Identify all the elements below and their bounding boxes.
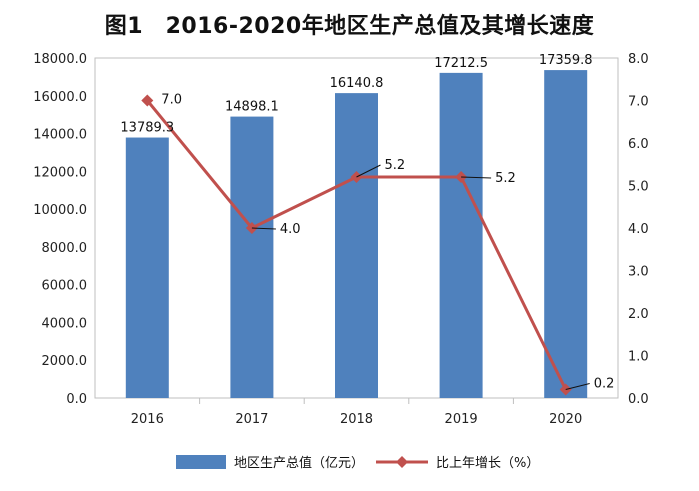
y-right-tick-label: 3.0 — [628, 265, 649, 280]
y-left-tick-label: 14000.0 — [33, 128, 87, 143]
y-left-tick-label: 0.0 — [66, 392, 87, 407]
bar-value-label: 13789.3 — [120, 121, 174, 136]
y-left-tick-label: 2000.0 — [42, 354, 88, 369]
y-left-tick-label: 12000.0 — [33, 165, 87, 180]
bar-value-label: 14898.1 — [225, 100, 279, 115]
bar-2020 — [544, 70, 588, 399]
y-right-tick-label: 1.0 — [628, 350, 649, 365]
line-value-label: 4.0 — [280, 222, 301, 237]
bar-2019 — [439, 72, 483, 398]
growth-marker-2016 — [141, 94, 154, 107]
y-left-tick-label: 8000.0 — [42, 241, 88, 256]
line-label-leader — [565, 383, 590, 390]
axes-layer: 0.0 2000.0 4000.0 6000.0 8000.0 10000.0 12000.… — [33, 52, 648, 427]
y-left-tick-label: 18000.0 — [33, 52, 87, 67]
bar-2017 — [230, 116, 274, 399]
line-value-label: 0.2 — [594, 377, 615, 392]
x-tick-label: 2018 — [340, 412, 373, 427]
line-label-leader — [461, 176, 492, 179]
chart-title: 图1 2016-2020年地区生产总值及其增长速度 — [104, 14, 595, 39]
legend-bar-swatch — [176, 455, 226, 469]
y-right-tick-label: 0.0 — [628, 392, 649, 407]
y-left-tick-label: 16000.0 — [33, 90, 87, 105]
legend-line-label: 比上年增长（%） — [436, 456, 539, 471]
bar-value-label: 16140.8 — [330, 76, 384, 91]
y-right-tick-label: 8.0 — [628, 52, 649, 67]
x-tick-label: 2019 — [445, 412, 478, 427]
x-tick-label: 2020 — [549, 412, 582, 427]
legend: 地区生产总值（亿元） 比上年增长（%） — [176, 455, 539, 471]
legend-line-marker — [396, 456, 408, 468]
bar-2016 — [125, 137, 169, 398]
line-label-leader — [356, 164, 381, 178]
y-right-tick-label: 5.0 — [628, 180, 649, 195]
bars-layer — [125, 70, 588, 399]
y-left-tick-label: 4000.0 — [42, 316, 88, 331]
y-right-tick-label: 2.0 — [628, 307, 649, 322]
y-right-tick-label: 7.0 — [628, 95, 649, 110]
x-tick-label: 2016 — [131, 412, 164, 427]
line-value-label: 5.2 — [495, 171, 516, 186]
y-right-tick-label: 4.0 — [628, 222, 649, 237]
line-label-leader — [251, 227, 276, 230]
y-left-tick-label: 10000.0 — [33, 203, 87, 218]
y-right-tick-label: 6.0 — [628, 137, 649, 152]
y-left-tick-label: 6000.0 — [42, 279, 88, 294]
bar-value-label: 17359.8 — [539, 53, 593, 68]
legend-bar-label: 地区生产总值（亿元） — [234, 455, 364, 471]
bar-value-label: 17212.5 — [434, 56, 488, 71]
labels-layer: 13789.3 14898.1 16140.8 17212.5 17359.8 7.0 4.… — [120, 53, 614, 391]
line-value-label: 7.0 — [161, 93, 182, 108]
x-tick-label: 2017 — [235, 412, 268, 427]
bar-2018 — [335, 93, 378, 398]
line-value-label: 5.2 — [385, 158, 406, 173]
